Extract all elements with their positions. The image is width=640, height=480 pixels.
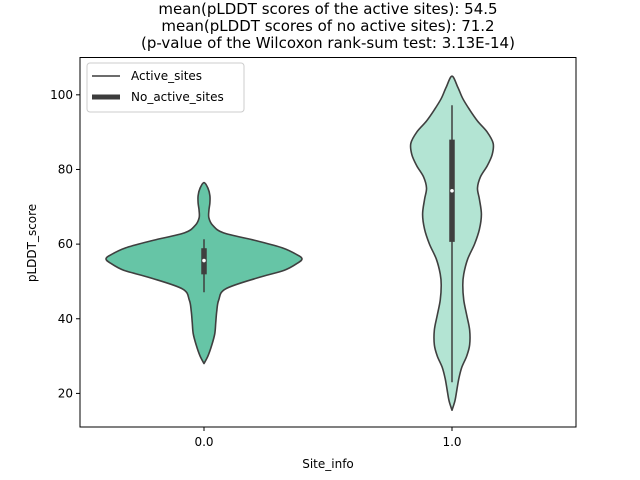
y-tick-label: 20	[58, 386, 73, 400]
x-tick-label: 0.0	[194, 435, 213, 449]
x-axis-ticks: 0.0 1.0	[194, 427, 462, 449]
title-line-3: (p-value of the Wilcoxon rank-sum test: …	[141, 34, 515, 52]
y-tick-label: 80	[58, 162, 73, 176]
legend: Active_sites No_active_sites	[86, 62, 245, 113]
legend-box	[86, 62, 245, 113]
y-axis-ticks: 20 40 60 80 100	[50, 88, 80, 400]
median-dot-1.0	[450, 188, 454, 193]
y-axis-label: pLDDT_score	[25, 204, 39, 282]
y-tick-label: 40	[58, 312, 73, 326]
title-line-1: mean(pLDDT scores of the active sites): …	[158, 0, 497, 18]
x-axis-label: Site_info	[302, 457, 354, 471]
x-tick-label: 1.0	[442, 435, 461, 449]
violins-layer	[105, 75, 495, 411]
title-line-2: mean(pLDDT scores of no active sites): 7…	[161, 17, 494, 35]
chart-title: mean(pLDDT scores of the active sites): …	[141, 0, 515, 52]
boxes-layer	[201, 105, 455, 383]
legend-label-active-sites: Active_sites	[131, 69, 202, 83]
y-tick-label: 60	[58, 237, 73, 251]
plot-frame	[79, 57, 577, 428]
y-tick-label: 100	[50, 88, 73, 102]
legend-label-no-active-sites: No_active_sites	[131, 90, 224, 104]
median-dot-0.0	[202, 258, 206, 263]
